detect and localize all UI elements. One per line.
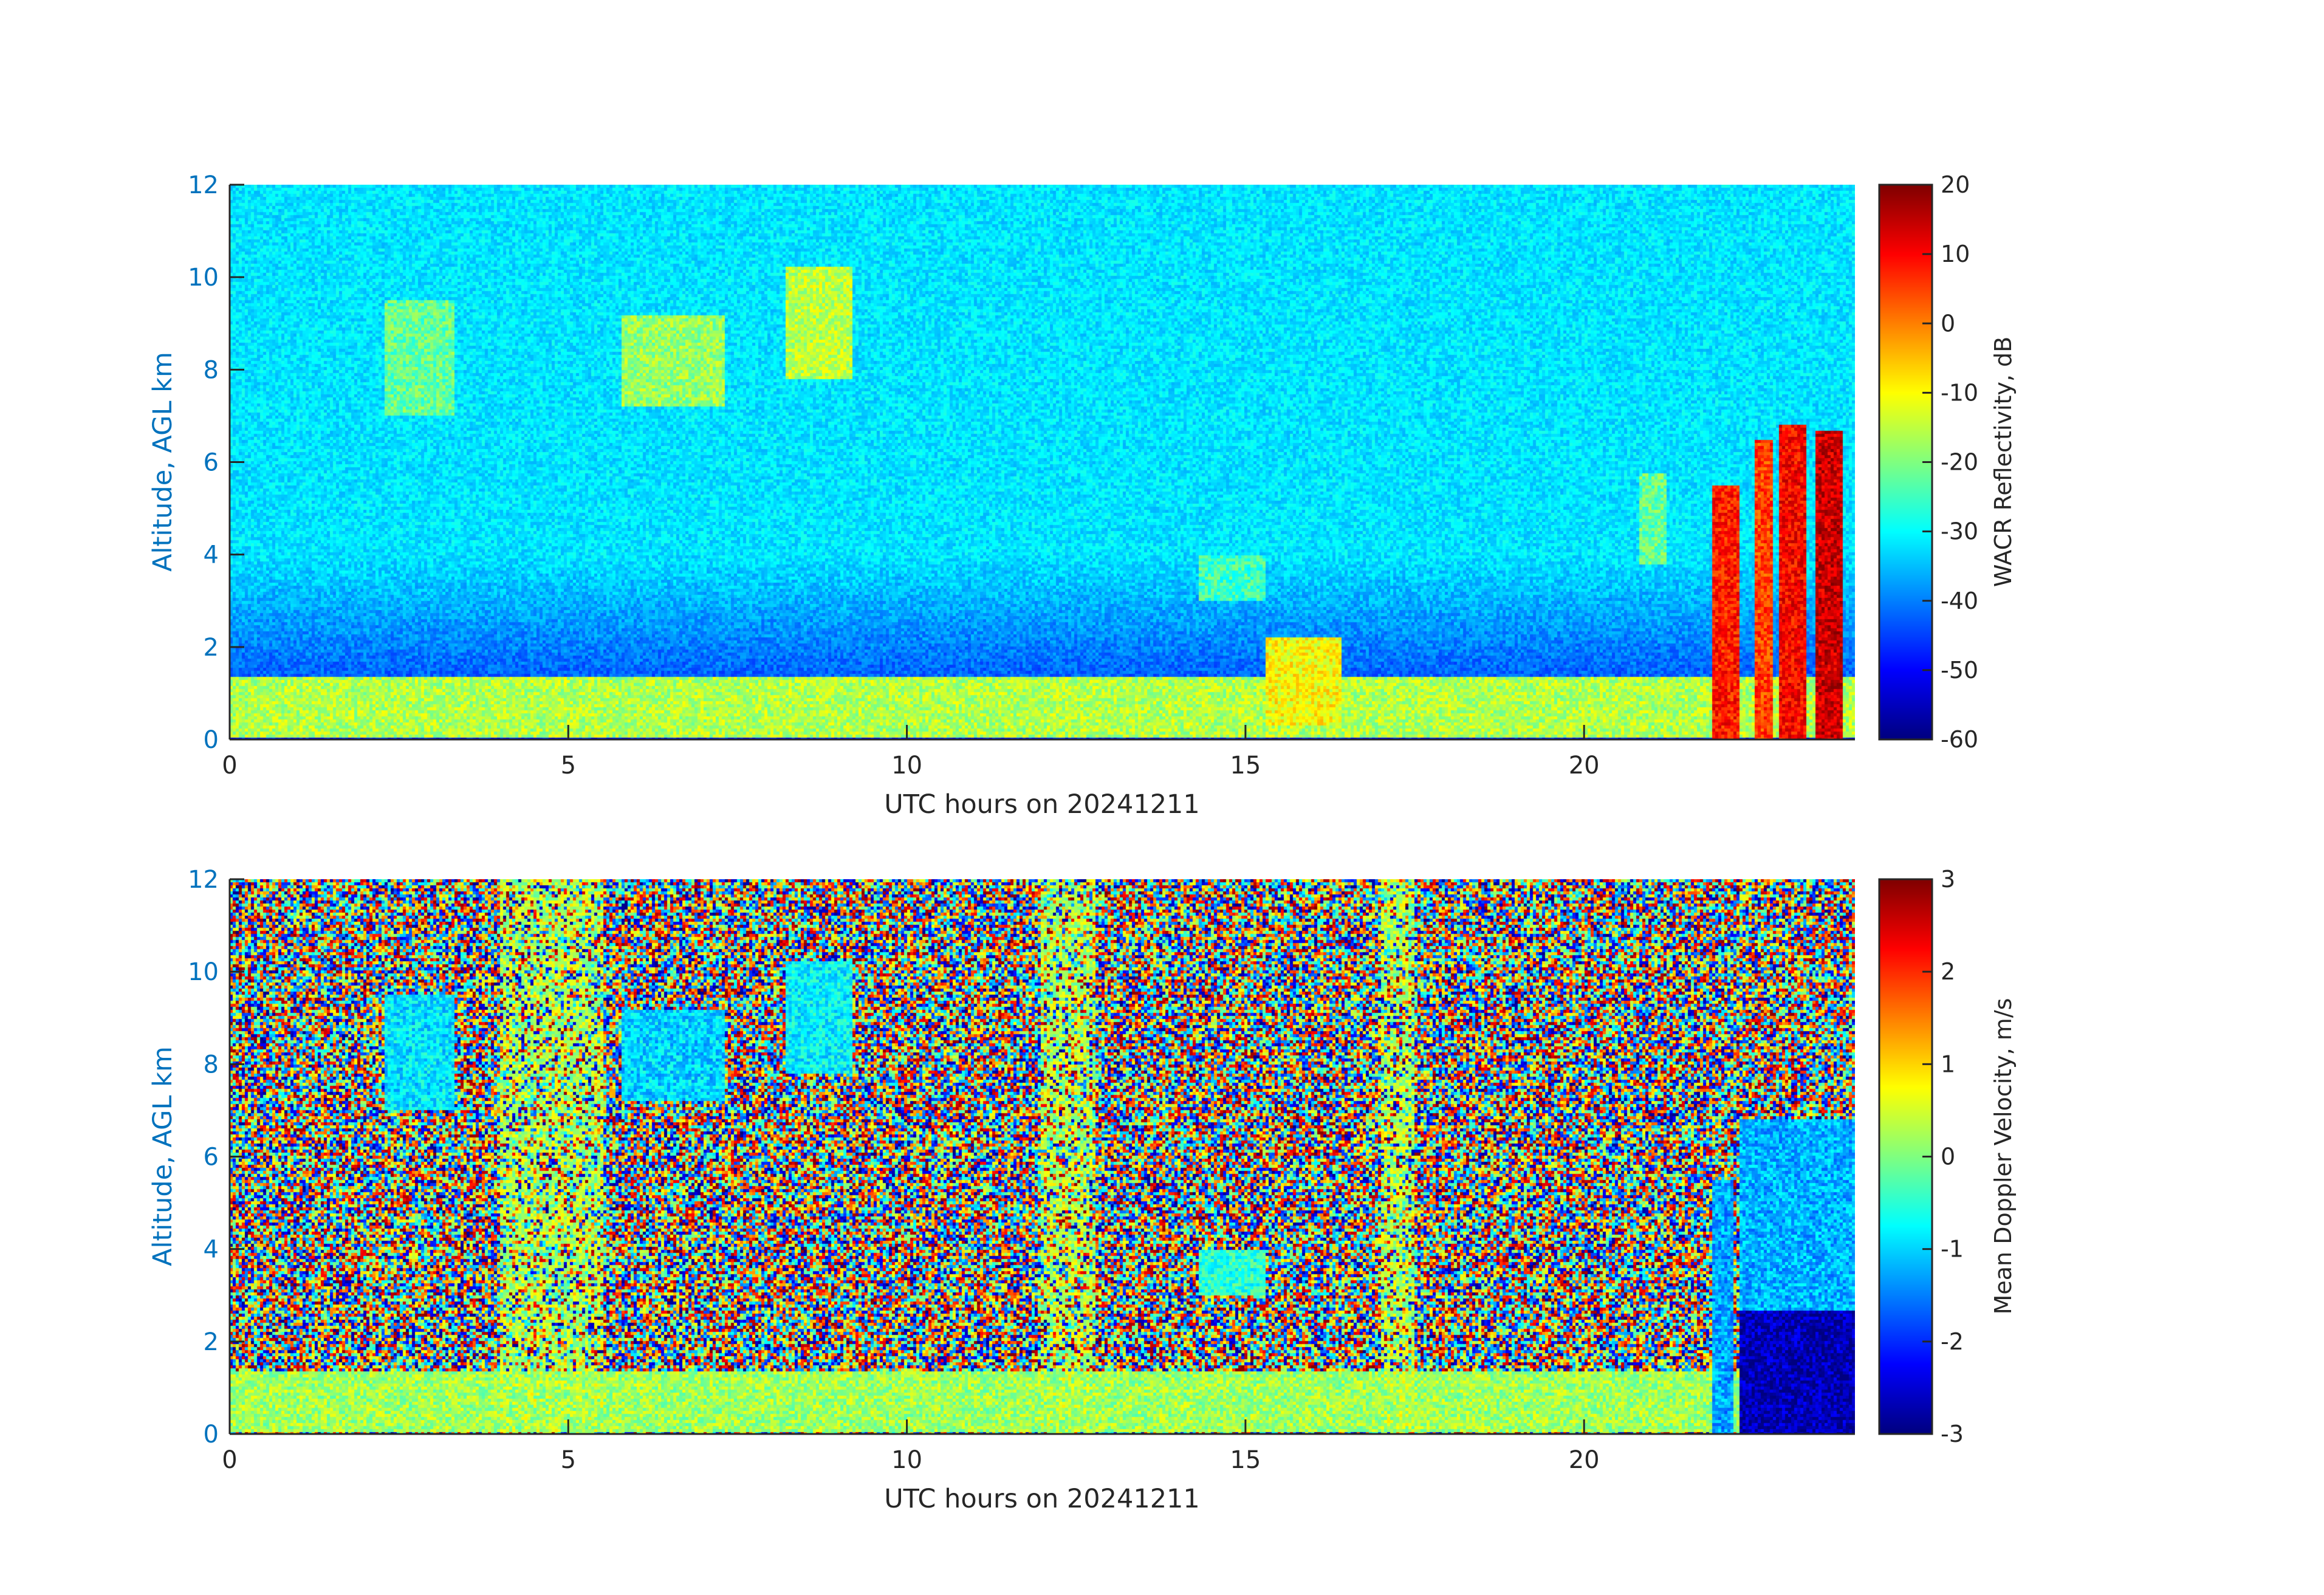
y-tick-label: 8 <box>204 1051 219 1079</box>
colorbar-tick-label: 2 <box>1941 958 1955 985</box>
y-tick-label: 6 <box>204 1144 219 1171</box>
velocity-heatmap <box>230 879 1855 1434</box>
colorbar-tick-label: -3 <box>1941 1421 1964 1447</box>
y-tick-label: 10 <box>188 958 219 986</box>
y-tick-label: 12 <box>188 171 219 199</box>
y-axis-label: Altitude, AGL km <box>148 1046 178 1266</box>
colorbar-tick-label: 0 <box>1941 310 1955 337</box>
x-tick-label: 10 <box>891 1446 922 1474</box>
x-tick-label: 5 <box>561 752 576 780</box>
y-axis-label: Altitude, AGL km <box>148 352 178 572</box>
y-tick-label: 4 <box>204 541 219 569</box>
colorbar-tick-label: -60 <box>1941 726 1978 753</box>
colorbar-label: WACR Reflectivity, dB <box>1990 337 2017 587</box>
y-tick-label: 6 <box>204 449 219 477</box>
colorbar-tick-label: -50 <box>1941 657 1978 684</box>
x-axis-label: UTC hours on 20241211 <box>884 1484 1200 1514</box>
colorbar-tick-label: 1 <box>1941 1051 1955 1077</box>
x-tick-label: 5 <box>561 1446 576 1474</box>
y-tick-label: 0 <box>204 1421 219 1449</box>
colorbar-tick-label: 0 <box>1941 1144 1955 1170</box>
y-tick-label: 0 <box>204 726 219 754</box>
colorbar-tick-label: 3 <box>1941 866 1955 893</box>
reflectivity-heatmap <box>230 185 1855 739</box>
y-tick-label: 10 <box>188 264 219 292</box>
x-tick-label: 0 <box>222 752 237 780</box>
colorbar-tick-label: 20 <box>1941 171 1970 198</box>
y-tick-label: 2 <box>204 634 219 662</box>
x-axis-label: UTC hours on 20241211 <box>884 789 1200 820</box>
colorbar-tick-label: -10 <box>1941 379 1978 406</box>
y-tick-label: 8 <box>204 356 219 384</box>
colorbar-tick-label: -20 <box>1941 449 1978 476</box>
x-tick-label: 20 <box>1569 752 1600 780</box>
colorbar-tick-label: -1 <box>1941 1236 1964 1263</box>
colorbar-tick-label: -30 <box>1941 518 1978 545</box>
colorbar-tick-label: -40 <box>1941 588 1978 614</box>
x-tick-label: 15 <box>1230 752 1261 780</box>
x-tick-label: 10 <box>891 752 922 780</box>
x-tick-label: 20 <box>1569 1446 1600 1474</box>
velocity-heatmap-container <box>230 879 1855 1434</box>
x-tick-label: 15 <box>1230 1446 1261 1474</box>
x-tick-label: 0 <box>222 1446 237 1474</box>
y-tick-label: 4 <box>204 1236 219 1264</box>
colorbar-tick-label: -2 <box>1941 1328 1964 1355</box>
y-tick-label: 12 <box>188 866 219 894</box>
reflectivity-heatmap-container <box>230 185 1855 739</box>
y-tick-label: 2 <box>204 1328 219 1356</box>
colorbar-label: Mean Doppler Velocity, m/s <box>1990 998 2017 1315</box>
colorbar-tick-label: 10 <box>1941 241 1970 267</box>
